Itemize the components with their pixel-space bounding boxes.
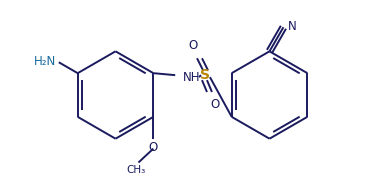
Text: O: O [149, 141, 158, 154]
Text: O: O [188, 39, 198, 52]
Text: NH: NH [183, 71, 201, 84]
Text: O: O [210, 98, 219, 111]
Text: S: S [200, 68, 210, 82]
Text: CH₃: CH₃ [127, 165, 146, 175]
Text: H₂N: H₂N [34, 55, 56, 68]
Text: N: N [287, 20, 296, 33]
